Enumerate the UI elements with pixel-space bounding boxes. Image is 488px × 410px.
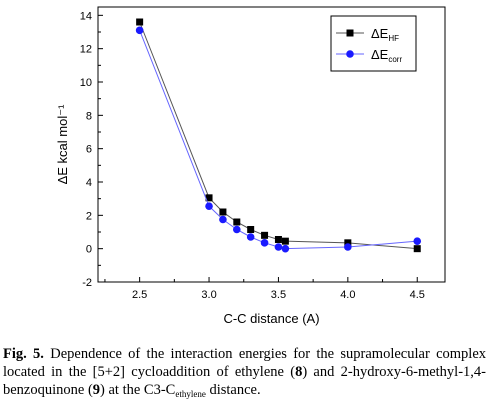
y-tick-label: 14 <box>80 10 92 22</box>
data-point-corr <box>260 239 269 247</box>
x-tick-label: 3.0 <box>201 289 216 301</box>
caption-subscript: ethylene <box>175 389 206 399</box>
data-point-HF <box>274 236 282 243</box>
x-axis-title: C-C distance (A) <box>223 311 319 326</box>
data-point-corr <box>413 237 422 245</box>
data-point-HF <box>261 231 269 239</box>
data-point-corr <box>246 233 255 241</box>
data-point-corr <box>219 215 227 224</box>
line-chart: -2 0 2 4 6 8 10 12 14 2.5 3.0 3.5 4.0 4.5 C-C distance… <box>55 6 446 326</box>
y-tick-label: 6 <box>86 144 92 156</box>
legend-swatch-marker <box>346 50 354 58</box>
data-point-corr <box>344 243 352 251</box>
series-line-HF <box>139 21 418 250</box>
y-tick-label: 4 <box>86 177 92 189</box>
legend-box <box>330 15 417 72</box>
y-tick-label: 8 <box>86 110 92 122</box>
data-point-HF <box>205 194 213 202</box>
plot-frame <box>97 6 446 283</box>
data-point-corr <box>205 202 213 210</box>
caption-text-1: Dependence of the interaction energies f… <box>3 346 486 380</box>
caption-text-2: ) and 2-hydroxy-6-methyl-1,4-benzoquinon… <box>3 364 486 398</box>
y-tick-label: -2 <box>82 277 92 289</box>
data-point-HF <box>281 237 289 245</box>
data-point-corr <box>135 26 144 35</box>
data-point-HF <box>247 226 255 233</box>
x-tick-label: 4.5 <box>410 289 425 301</box>
x-tick-label: 4.0 <box>340 289 355 301</box>
data-point-corr <box>281 244 290 253</box>
legend-label: ΔEcorr <box>371 47 402 64</box>
data-point-HF <box>344 239 352 247</box>
y-tick-label: 10 <box>80 77 92 89</box>
caption-text-4: distance. <box>205 382 261 398</box>
y-tick-label: 0 <box>86 244 92 256</box>
y-tick-label: 2 <box>86 210 92 222</box>
data-point-HF <box>219 208 227 216</box>
caption-label: Fig. 5. <box>3 346 44 362</box>
caption-text-3: ) at the C3-C <box>100 382 176 398</box>
data-point-HF <box>413 245 421 253</box>
series-line-corr <box>139 30 418 250</box>
y-tick-label: 12 <box>80 44 92 56</box>
data-point-HF <box>136 18 144 26</box>
caption-compound-9: 9 <box>92 382 101 398</box>
legend-label: ΔEHF <box>371 26 399 43</box>
y-axis-title: ΔE kcal mol⁻¹ <box>55 104 70 185</box>
caption-compound-8: 8 <box>295 364 303 380</box>
x-tick-label: 3.5 <box>271 289 286 301</box>
data-point-corr <box>233 225 241 234</box>
figure-caption: Fig. 5. Dependence of the interaction en… <box>3 345 486 399</box>
data-point-corr <box>274 243 283 251</box>
x-tick-label: 2.5 <box>132 289 147 301</box>
legend-swatch-marker <box>346 29 354 37</box>
data-point-HF <box>233 218 241 226</box>
